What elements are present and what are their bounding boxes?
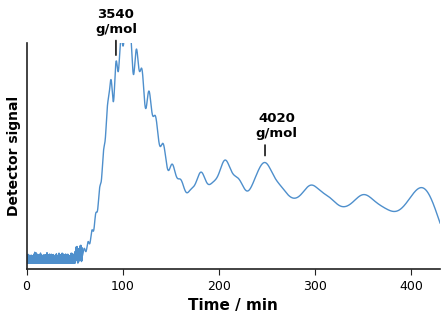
Text: 4020
g/mol: 4020 g/mol [256,112,298,140]
Y-axis label: Detector signal: Detector signal [7,96,21,216]
Text: 3540
g/mol: 3540 g/mol [95,8,137,36]
X-axis label: Time / min: Time / min [188,298,278,313]
